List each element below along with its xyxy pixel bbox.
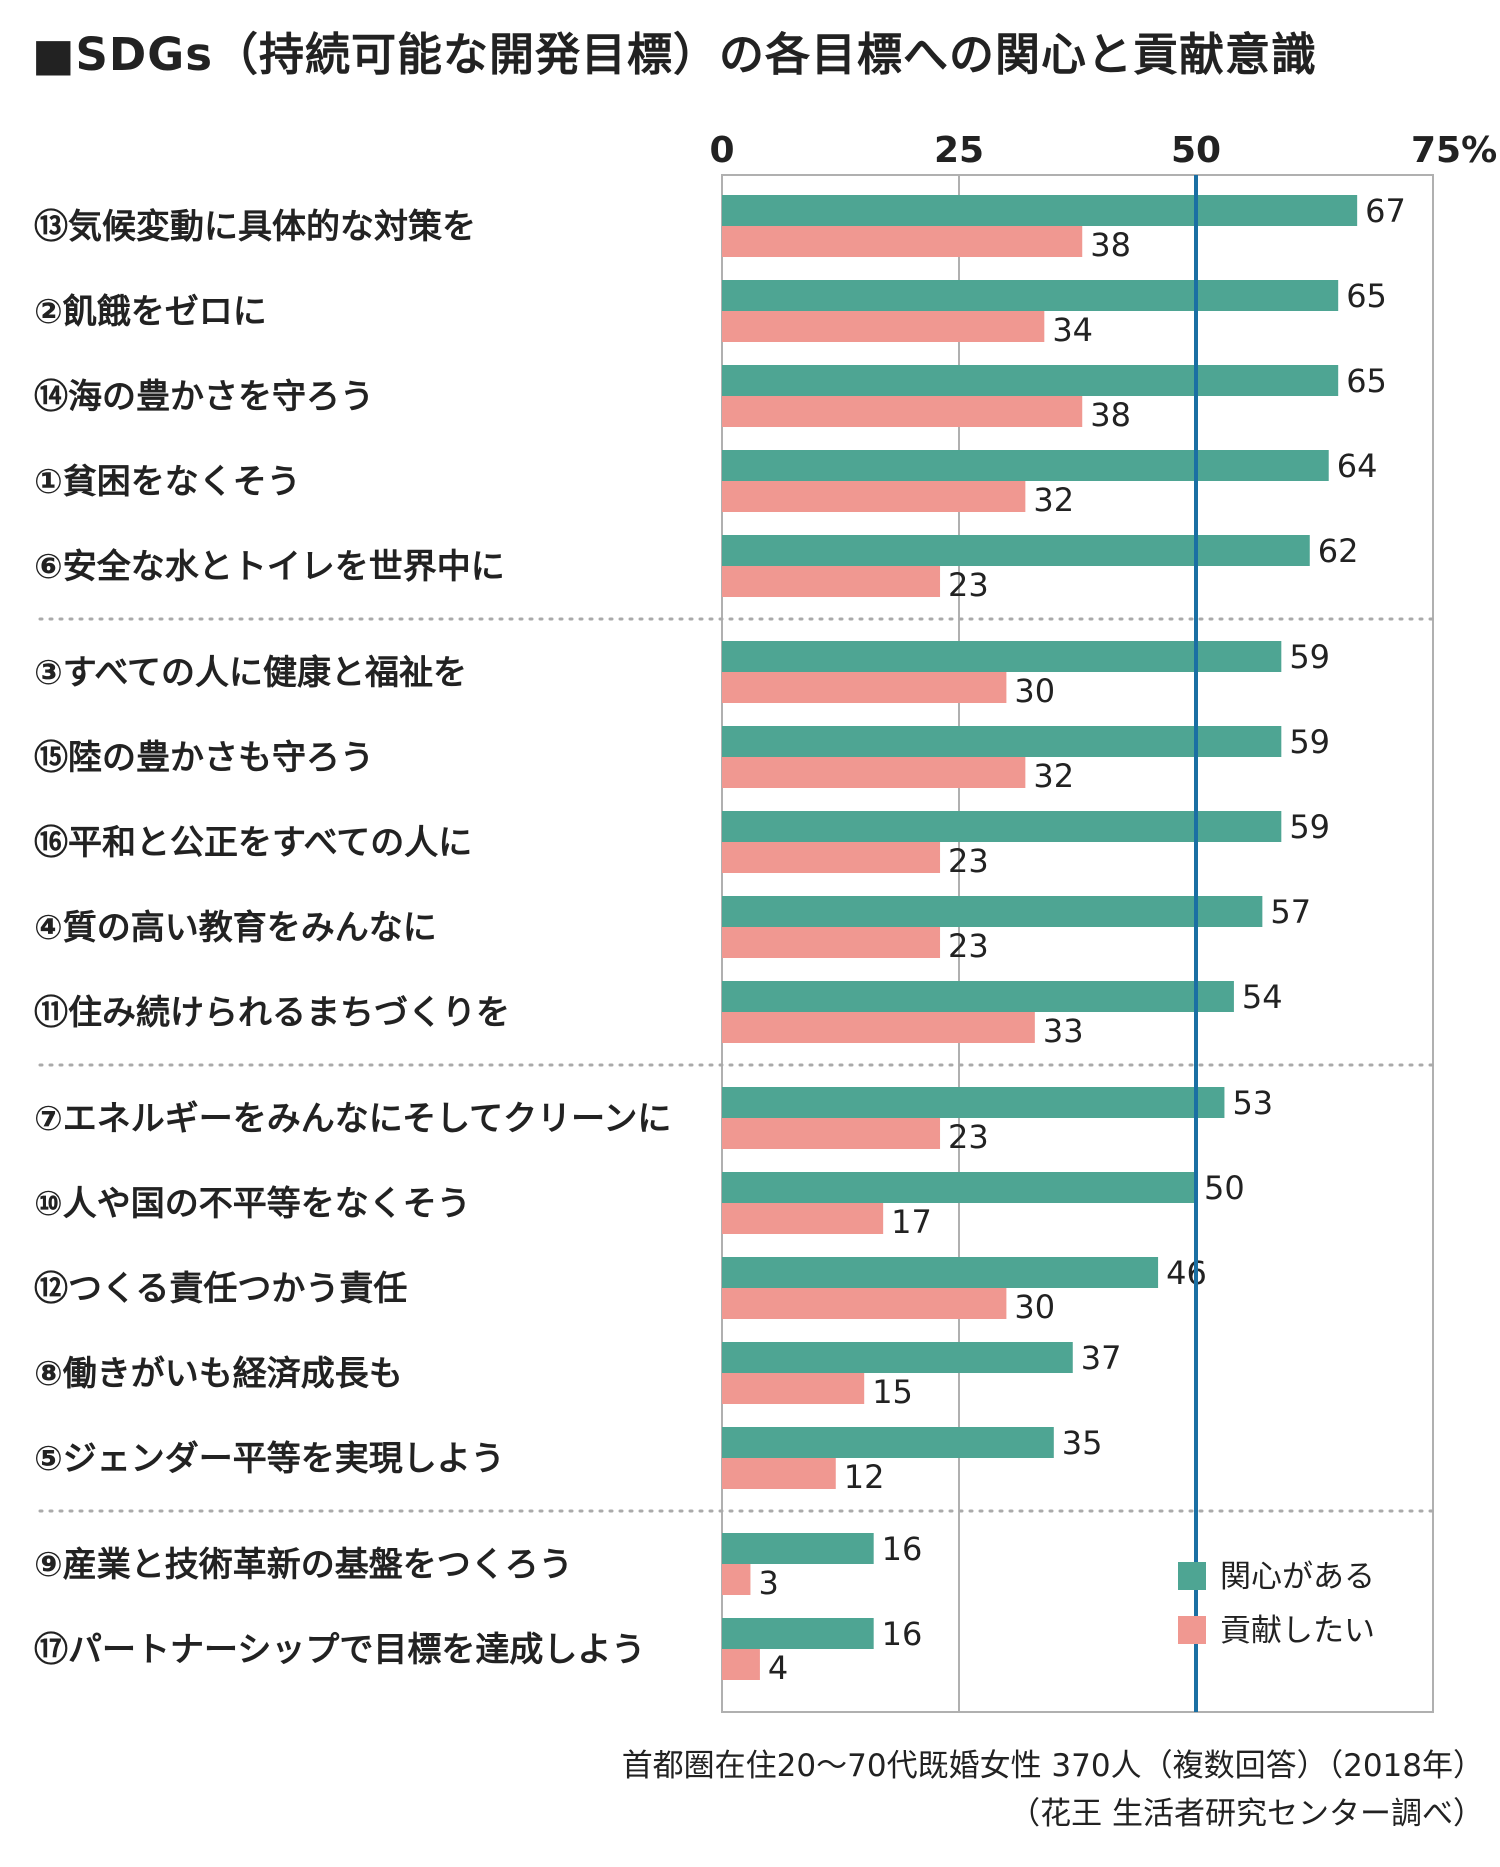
- bar-interest: [722, 981, 1234, 1012]
- x-tick-label: 50: [1171, 130, 1221, 171]
- category-label: ⑧働きがいも経済成長も: [34, 1354, 403, 1394]
- bar-contribute: [722, 1288, 1007, 1319]
- bar-interest: [722, 1533, 874, 1564]
- value-label-contribute: 23: [948, 566, 989, 604]
- bar-contribute: [722, 1203, 884, 1234]
- value-label-contribute: 34: [1052, 311, 1093, 349]
- bar-contribute: [722, 311, 1045, 342]
- value-label-interest: 54: [1242, 978, 1283, 1016]
- value-label-contribute: 23: [948, 927, 989, 965]
- bar-interest: [722, 280, 1339, 311]
- value-label-interest: 57: [1270, 893, 1311, 931]
- bar-contribute: [722, 396, 1083, 427]
- category-label: ⑦エネルギーをみんなにそしてクリーンに: [34, 1099, 671, 1139]
- value-label-interest: 46: [1166, 1254, 1207, 1292]
- bar-interest: [722, 1087, 1225, 1118]
- category-label: ④質の高い教育をみんなに: [34, 908, 437, 948]
- bar-interest: [722, 1427, 1054, 1458]
- value-label-interest: 67: [1365, 192, 1406, 230]
- bar-contribute: [722, 757, 1026, 788]
- bar-interest: [722, 1257, 1159, 1288]
- value-label-interest: 59: [1289, 723, 1330, 761]
- bar-interest: [722, 365, 1339, 396]
- bar-contribute: [722, 1118, 941, 1149]
- bar-interest: [722, 641, 1282, 672]
- value-label-interest: 64: [1337, 447, 1378, 485]
- category-label: ⑩人や国の不平等をなくそう: [34, 1184, 471, 1224]
- source-line-2: （花王 生活者研究センター調べ）: [1009, 1796, 1484, 1832]
- category-label: ⑬気候変動に具体的な対策を: [34, 207, 476, 247]
- bar-interest: [722, 726, 1282, 757]
- bar-contribute: [722, 1649, 760, 1680]
- value-label-interest: 65: [1346, 277, 1387, 315]
- source-line-1: 首都圏在住20〜70代既婚女性 370人（複数回答）（2018年）: [621, 1748, 1484, 1784]
- legend-label-interest: 関心がある: [1220, 1559, 1375, 1595]
- value-label-interest: 53: [1232, 1084, 1273, 1122]
- category-label: ⑨産業と技術革新の基盤をつくろう: [34, 1545, 573, 1585]
- bar-contribute: [722, 1373, 865, 1404]
- bar-interest: [722, 1172, 1196, 1203]
- legend-label-contribute: 貢献したい: [1220, 1613, 1375, 1649]
- bar-contribute: [722, 1458, 836, 1489]
- category-label: ⑰パートナーシップで目標を達成しよう: [34, 1630, 645, 1670]
- category-label: ⑤ジェンダー平等を実現しよう: [34, 1439, 505, 1479]
- category-label: ⑯平和と公正をすべての人に: [34, 823, 472, 863]
- value-label-contribute: 4: [768, 1649, 788, 1687]
- chart-title: ■SDGs（持続可能な開発目標）の各目標への関心と貢献意識: [32, 28, 1318, 81]
- bar-contribute: [722, 672, 1007, 703]
- value-label-interest: 59: [1289, 638, 1330, 676]
- bar-interest: [722, 1618, 874, 1649]
- bar-interest: [722, 535, 1310, 566]
- value-label-contribute: 30: [1014, 1288, 1055, 1326]
- x-tick-label: 75%: [1411, 130, 1497, 171]
- value-label-contribute: 15: [872, 1373, 913, 1411]
- bar-contribute: [722, 481, 1026, 512]
- legend-swatch-contribute: [1178, 1616, 1206, 1644]
- bar-contribute: [722, 1564, 751, 1595]
- value-label-contribute: 38: [1090, 226, 1131, 264]
- value-label-interest: 59: [1289, 808, 1330, 846]
- value-label-interest: 16: [882, 1530, 923, 1568]
- value-label-interest: 35: [1062, 1424, 1103, 1462]
- bar-interest: [722, 195, 1358, 226]
- value-label-interest: 37: [1081, 1339, 1122, 1377]
- bar-contribute: [722, 842, 941, 873]
- category-label: ⑥安全な水とトイレを世界中に: [34, 547, 505, 587]
- value-label-contribute: 30: [1014, 672, 1055, 710]
- value-label-contribute: 33: [1043, 1012, 1084, 1050]
- category-label: ⑫つくる責任つかう責任: [34, 1269, 407, 1309]
- value-label-contribute: 23: [948, 1118, 989, 1156]
- bar-interest: [722, 1342, 1073, 1373]
- x-tick-label: 0: [709, 130, 734, 171]
- bar-contribute: [722, 226, 1083, 257]
- value-label-contribute: 17: [891, 1203, 932, 1241]
- value-label-interest: 65: [1346, 362, 1387, 400]
- value-label-contribute: 12: [844, 1458, 885, 1496]
- category-label: ②飢餓をゼロに: [34, 292, 267, 332]
- category-label: ⑪住み続けられるまちづくりを: [34, 993, 510, 1033]
- bar-interest: [722, 450, 1329, 481]
- category-label: ⑭海の豊かさを守ろう: [34, 377, 374, 417]
- value-label-interest: 50: [1204, 1169, 1245, 1207]
- source-note: 首都圏在住20〜70代既婚女性 370人（複数回答）（2018年） （花王 生活…: [284, 1742, 1484, 1838]
- value-label-interest: 62: [1318, 532, 1359, 570]
- x-tick-label: 25: [934, 130, 984, 171]
- value-label-contribute: 3: [758, 1564, 778, 1602]
- value-label-contribute: 23: [948, 842, 989, 880]
- value-label-contribute: 32: [1033, 481, 1074, 519]
- bar-contribute: [722, 566, 941, 597]
- category-label: ⑮陸の豊かさも守ろう: [34, 738, 374, 778]
- category-label: ③すべての人に健康と福祉を: [34, 653, 467, 693]
- bar-contribute: [722, 927, 941, 958]
- category-label: ①貧困をなくそう: [34, 462, 301, 502]
- bar-interest: [722, 811, 1282, 842]
- legend-swatch-interest: [1178, 1562, 1206, 1590]
- bar-interest: [722, 896, 1263, 927]
- value-label-contribute: 32: [1033, 757, 1074, 795]
- bar-contribute: [722, 1012, 1035, 1043]
- value-label-contribute: 38: [1090, 396, 1131, 434]
- value-label-interest: 16: [882, 1615, 923, 1653]
